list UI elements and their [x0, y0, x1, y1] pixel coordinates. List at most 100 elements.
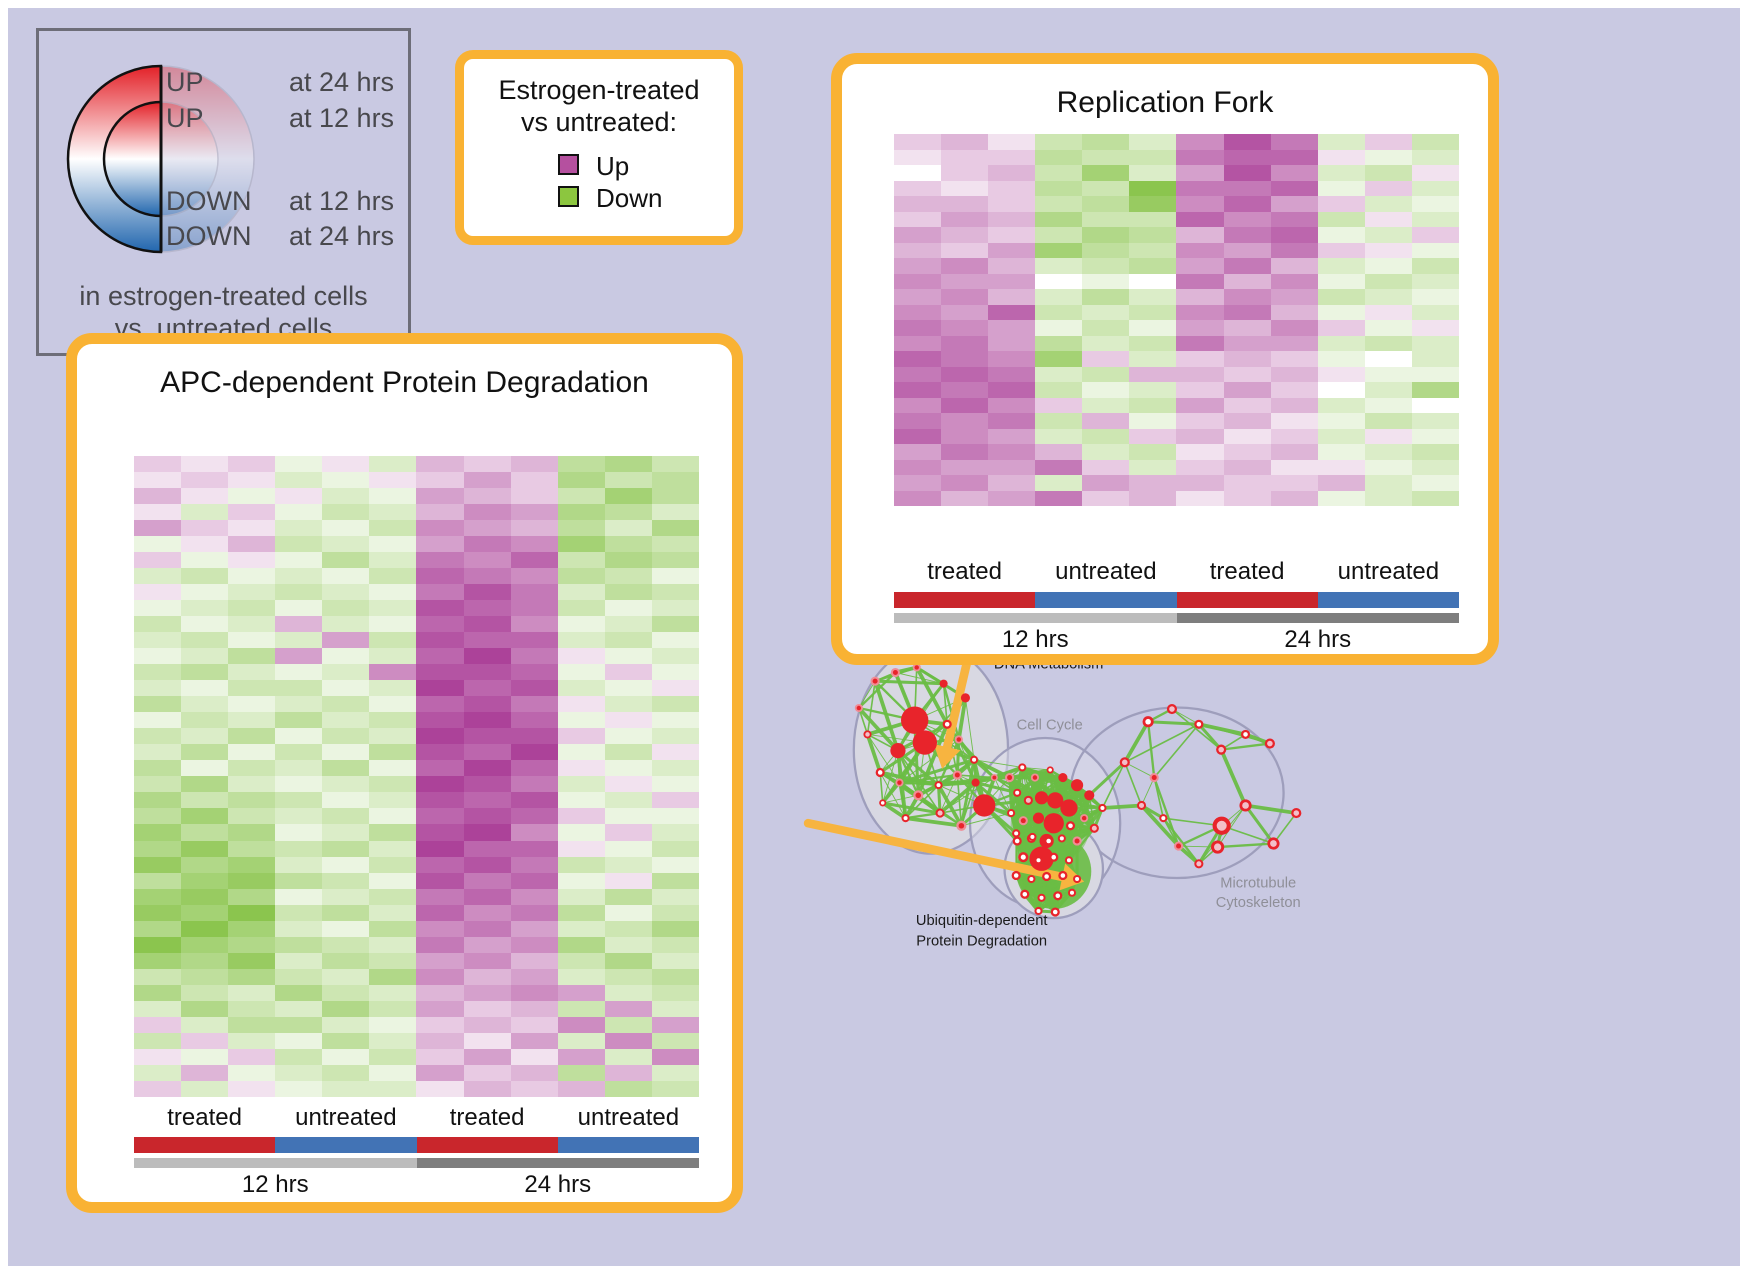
network-node-core — [1243, 732, 1248, 737]
heatmap-cell — [1176, 242, 1224, 258]
heatmap-cell — [322, 456, 370, 473]
heatmap-cell — [1317, 180, 1365, 196]
heatmap-cell — [1035, 149, 1083, 165]
heatmap-cell — [510, 1032, 558, 1049]
apc-sample-bar — [134, 1137, 699, 1153]
heatmap-cell — [181, 1000, 229, 1017]
heatmap-cell — [988, 227, 1036, 243]
heatmap-cell — [1364, 475, 1412, 491]
heatmap-cell — [1223, 490, 1271, 506]
heatmap-cell — [604, 728, 652, 745]
heatmap-cell — [275, 600, 323, 617]
heatmap-cell — [322, 728, 370, 745]
heatmap-cell — [1364, 459, 1412, 475]
heatmap-cell — [322, 1080, 370, 1097]
heatmap-cell — [1364, 196, 1412, 212]
heatmap-cell — [894, 211, 942, 227]
heatmap-cell — [557, 680, 605, 697]
heatmap-cell — [651, 936, 699, 953]
network-edge — [938, 781, 977, 815]
heatmap-cell — [322, 664, 370, 681]
heatmap-cell — [275, 936, 323, 953]
heatmap-cell — [275, 488, 323, 505]
heatmap-cell — [1035, 258, 1083, 274]
heatmap-cell — [604, 952, 652, 969]
heatmap-cell — [134, 952, 182, 969]
heatmap-cell — [557, 552, 605, 569]
heatmap-cell — [275, 744, 323, 761]
heatmap-cell — [1223, 304, 1271, 320]
network-node-core — [937, 810, 943, 816]
heatmap-cell — [275, 952, 323, 969]
heatmap-cell — [557, 648, 605, 665]
heatmap-cell — [134, 760, 182, 777]
heatmap-cell — [557, 776, 605, 793]
heatmap-cell — [181, 584, 229, 601]
network-node-core — [1196, 861, 1202, 867]
heatmap-cell — [275, 872, 323, 889]
heatmap-cell — [1270, 490, 1318, 506]
network-node-core — [1020, 854, 1026, 860]
heatmap-cell — [1223, 149, 1271, 165]
heatmap-cell — [134, 904, 182, 921]
heatmap-cell — [228, 968, 276, 985]
heatmap-cell — [275, 904, 323, 921]
heatmap-cell — [181, 776, 229, 793]
heatmap-cell — [1082, 382, 1130, 398]
heatmap-cell — [604, 584, 652, 601]
heatmap-cell — [463, 1000, 511, 1017]
heatmap-cell — [228, 936, 276, 953]
heatmap-cell — [1364, 242, 1412, 258]
network-node-core — [1052, 909, 1058, 915]
heatmap-cell — [463, 472, 511, 489]
heatmap-cell — [604, 632, 652, 649]
network-node-core — [1014, 831, 1019, 836]
heatmap-cell — [651, 1016, 699, 1033]
heatmap-cell — [1082, 227, 1130, 243]
heatmap-cell — [322, 952, 370, 969]
heatmap-cell — [894, 351, 942, 367]
heatmap-cell — [1411, 459, 1459, 475]
heatmap-cell — [941, 366, 989, 382]
legend-up-12-time: at 12 hrs — [289, 103, 395, 133]
heatmap-cell — [463, 840, 511, 857]
sample-bar-untreated — [1317, 592, 1459, 608]
network-edge — [1141, 777, 1155, 806]
heatmap-cell — [369, 872, 417, 889]
heatmap-cell — [369, 776, 417, 793]
heatmap-cell — [1129, 459, 1177, 475]
heatmap-cell — [988, 273, 1036, 289]
heatmap-cell — [228, 808, 276, 825]
heatmap-cell — [134, 648, 182, 665]
network-node-core — [1151, 775, 1157, 781]
network-node-core — [1046, 838, 1051, 844]
heatmap-cell — [1411, 413, 1459, 429]
heatmap-cell — [604, 920, 652, 937]
heatmap-cell — [416, 968, 464, 985]
heatmap-cell — [1223, 428, 1271, 444]
heatmap-cell — [941, 428, 989, 444]
network-node-core — [892, 669, 898, 676]
heatmap-cell — [510, 936, 558, 953]
heatmap-cell — [510, 536, 558, 553]
heatmap-cell — [1317, 366, 1365, 382]
heatmap-cell — [651, 920, 699, 937]
heatmap-cell — [134, 552, 182, 569]
heatmap-cell — [228, 840, 276, 857]
heatmap-cell — [463, 696, 511, 713]
network-edge — [1024, 891, 1073, 896]
heatmap-cell — [1223, 227, 1271, 243]
heatmap-cell — [134, 776, 182, 793]
heatmap-cell — [651, 664, 699, 681]
heatmap-cell — [134, 1064, 182, 1081]
network-edge — [974, 781, 1013, 815]
heatmap-cell — [604, 968, 652, 985]
heatmap-cell — [510, 1000, 558, 1017]
heatmap-cell — [134, 520, 182, 537]
heatmap-cell — [1082, 475, 1130, 491]
legend-down-12-time: at 12 hrs — [289, 186, 395, 216]
heatmap-cell — [322, 680, 370, 697]
network-node-core — [1145, 718, 1151, 725]
heatmap-cell — [1317, 149, 1365, 165]
panel-connector-arrowhead-2 — [1059, 863, 1085, 891]
